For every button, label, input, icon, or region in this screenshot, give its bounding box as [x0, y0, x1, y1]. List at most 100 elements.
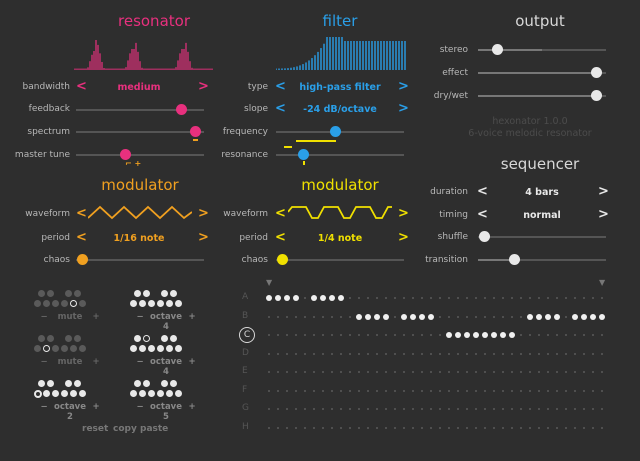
sequencer-step-on[interactable]: [572, 313, 578, 320]
sequencer-step[interactable]: [322, 334, 324, 336]
sequencer-step-on[interactable]: [599, 313, 605, 320]
voice-dot[interactable]: [34, 300, 41, 307]
voice-dot[interactable]: [65, 335, 72, 342]
duration-next-button[interactable]: >: [598, 184, 609, 199]
voice-dot[interactable]: [161, 335, 168, 342]
sequencer-step-on[interactable]: [338, 295, 344, 301]
sequencer-step-on[interactable]: [581, 313, 587, 320]
sequencer-step[interactable]: [511, 371, 513, 373]
sequencer-step[interactable]: [376, 426, 378, 429]
copy-button[interactable]: copy: [113, 424, 137, 434]
mod2-period-next-button[interactable]: >: [398, 230, 409, 245]
filter-slope-next-button[interactable]: >: [398, 101, 409, 116]
sequencer-step[interactable]: [268, 315, 270, 318]
sequencer-step[interactable]: [592, 426, 594, 429]
sequencer-step[interactable]: [277, 315, 279, 318]
sequencer-step[interactable]: [412, 389, 414, 392]
sequencer-step[interactable]: [493, 315, 495, 318]
sequencer-step[interactable]: [592, 352, 594, 355]
sequencer-step[interactable]: [466, 352, 468, 355]
voice-dot[interactable]: [74, 335, 81, 342]
sequencer-step[interactable]: [394, 297, 396, 299]
voice-minus-button[interactable]: −: [40, 357, 48, 367]
sequencer-step[interactable]: [538, 426, 540, 429]
sequencer-step[interactable]: [538, 297, 540, 299]
sequencer-step[interactable]: [349, 297, 351, 299]
sequencer-step[interactable]: [385, 389, 387, 392]
voice-dot[interactable]: [139, 345, 146, 352]
sequencer-step-on[interactable]: [275, 295, 281, 301]
sequencer-step[interactable]: [520, 297, 522, 299]
bandwidth-next-button[interactable]: >: [198, 79, 209, 94]
sequencer-step[interactable]: [457, 352, 459, 355]
sequencer-step-on[interactable]: [545, 313, 551, 320]
sequencer-step[interactable]: [277, 371, 279, 373]
sequencer-step[interactable]: [295, 334, 297, 336]
voice-dot[interactable]: [38, 335, 45, 342]
voice-dot[interactable]: [47, 290, 54, 297]
sequencer-step[interactable]: [376, 408, 378, 410]
voice-dot[interactable]: [52, 300, 59, 307]
voice-dot[interactable]: [70, 300, 77, 307]
sequencer-step[interactable]: [367, 371, 369, 373]
voice-dot[interactable]: [79, 300, 86, 307]
voice-dot[interactable]: [70, 345, 77, 352]
sequencer-step[interactable]: [592, 297, 594, 299]
sequencer-step[interactable]: [547, 389, 549, 392]
sequencer-step[interactable]: [322, 315, 324, 318]
sequencer-step[interactable]: [502, 352, 504, 355]
sequencer-step[interactable]: [421, 408, 423, 410]
sequencer-step[interactable]: [502, 297, 504, 299]
sequencer-step[interactable]: [457, 389, 459, 392]
sequencer-step[interactable]: [403, 408, 405, 410]
sequencer-step[interactable]: [304, 315, 306, 318]
sequencer-step[interactable]: [547, 426, 549, 429]
sequencer-step[interactable]: [439, 315, 441, 318]
sequencer-step[interactable]: [367, 334, 369, 336]
mod2-waveform-next-button[interactable]: >: [398, 206, 409, 221]
sequencer-step[interactable]: [502, 426, 504, 429]
sequencer-step[interactable]: [376, 334, 378, 336]
mod1-chaos-slider[interactable]: [76, 259, 204, 261]
sequencer-step[interactable]: [385, 297, 387, 299]
sequencer-step[interactable]: [484, 389, 486, 392]
sequencer-step[interactable]: [583, 334, 585, 336]
drywet-slider[interactable]: [478, 95, 606, 97]
stereo-slider[interactable]: [478, 49, 606, 51]
shuffle-knob[interactable]: [479, 231, 490, 242]
sequencer-step[interactable]: [457, 297, 459, 299]
sequencer-step[interactable]: [331, 334, 333, 336]
sequencer-step-on[interactable]: [419, 313, 425, 320]
sequencer-step[interactable]: [286, 334, 288, 336]
sequencer-step-on[interactable]: [329, 295, 335, 301]
sequencer-step[interactable]: [421, 297, 423, 299]
sequencer-step[interactable]: [340, 352, 342, 355]
sequencer-step[interactable]: [295, 352, 297, 355]
sequencer-step[interactable]: [295, 426, 297, 429]
sequencer-step[interactable]: [439, 297, 441, 299]
feedback-knob[interactable]: [176, 104, 187, 115]
mod1-waveform-prev-button[interactable]: <: [76, 206, 87, 221]
sequencer-step[interactable]: [385, 334, 387, 336]
voice-dot[interactable]: [130, 345, 137, 352]
sequencer-step[interactable]: [277, 408, 279, 410]
master-tune-slider[interactable]: [76, 154, 204, 156]
sequencer-step[interactable]: [349, 371, 351, 373]
sequencer-step[interactable]: [583, 408, 585, 410]
sequencer-step[interactable]: [286, 352, 288, 355]
sequencer-step[interactable]: [403, 426, 405, 429]
sequencer-step[interactable]: [475, 297, 477, 299]
sequencer-step[interactable]: [520, 389, 522, 392]
voice-plus-button[interactable]: +: [188, 402, 196, 412]
sequencer-step[interactable]: [457, 371, 459, 373]
sequencer-row-label[interactable]: D: [242, 347, 249, 358]
sequencer-step[interactable]: [475, 371, 477, 373]
sequencer-step[interactable]: [601, 334, 603, 336]
sequencer-step[interactable]: [412, 297, 414, 299]
sequencer-step[interactable]: [349, 334, 351, 336]
sequencer-step[interactable]: [547, 297, 549, 299]
sequencer-step[interactable]: [574, 426, 576, 429]
sequencer-step[interactable]: [340, 334, 342, 336]
sequencer-step[interactable]: [511, 352, 513, 355]
sequencer-row-label[interactable]: H: [242, 421, 249, 432]
